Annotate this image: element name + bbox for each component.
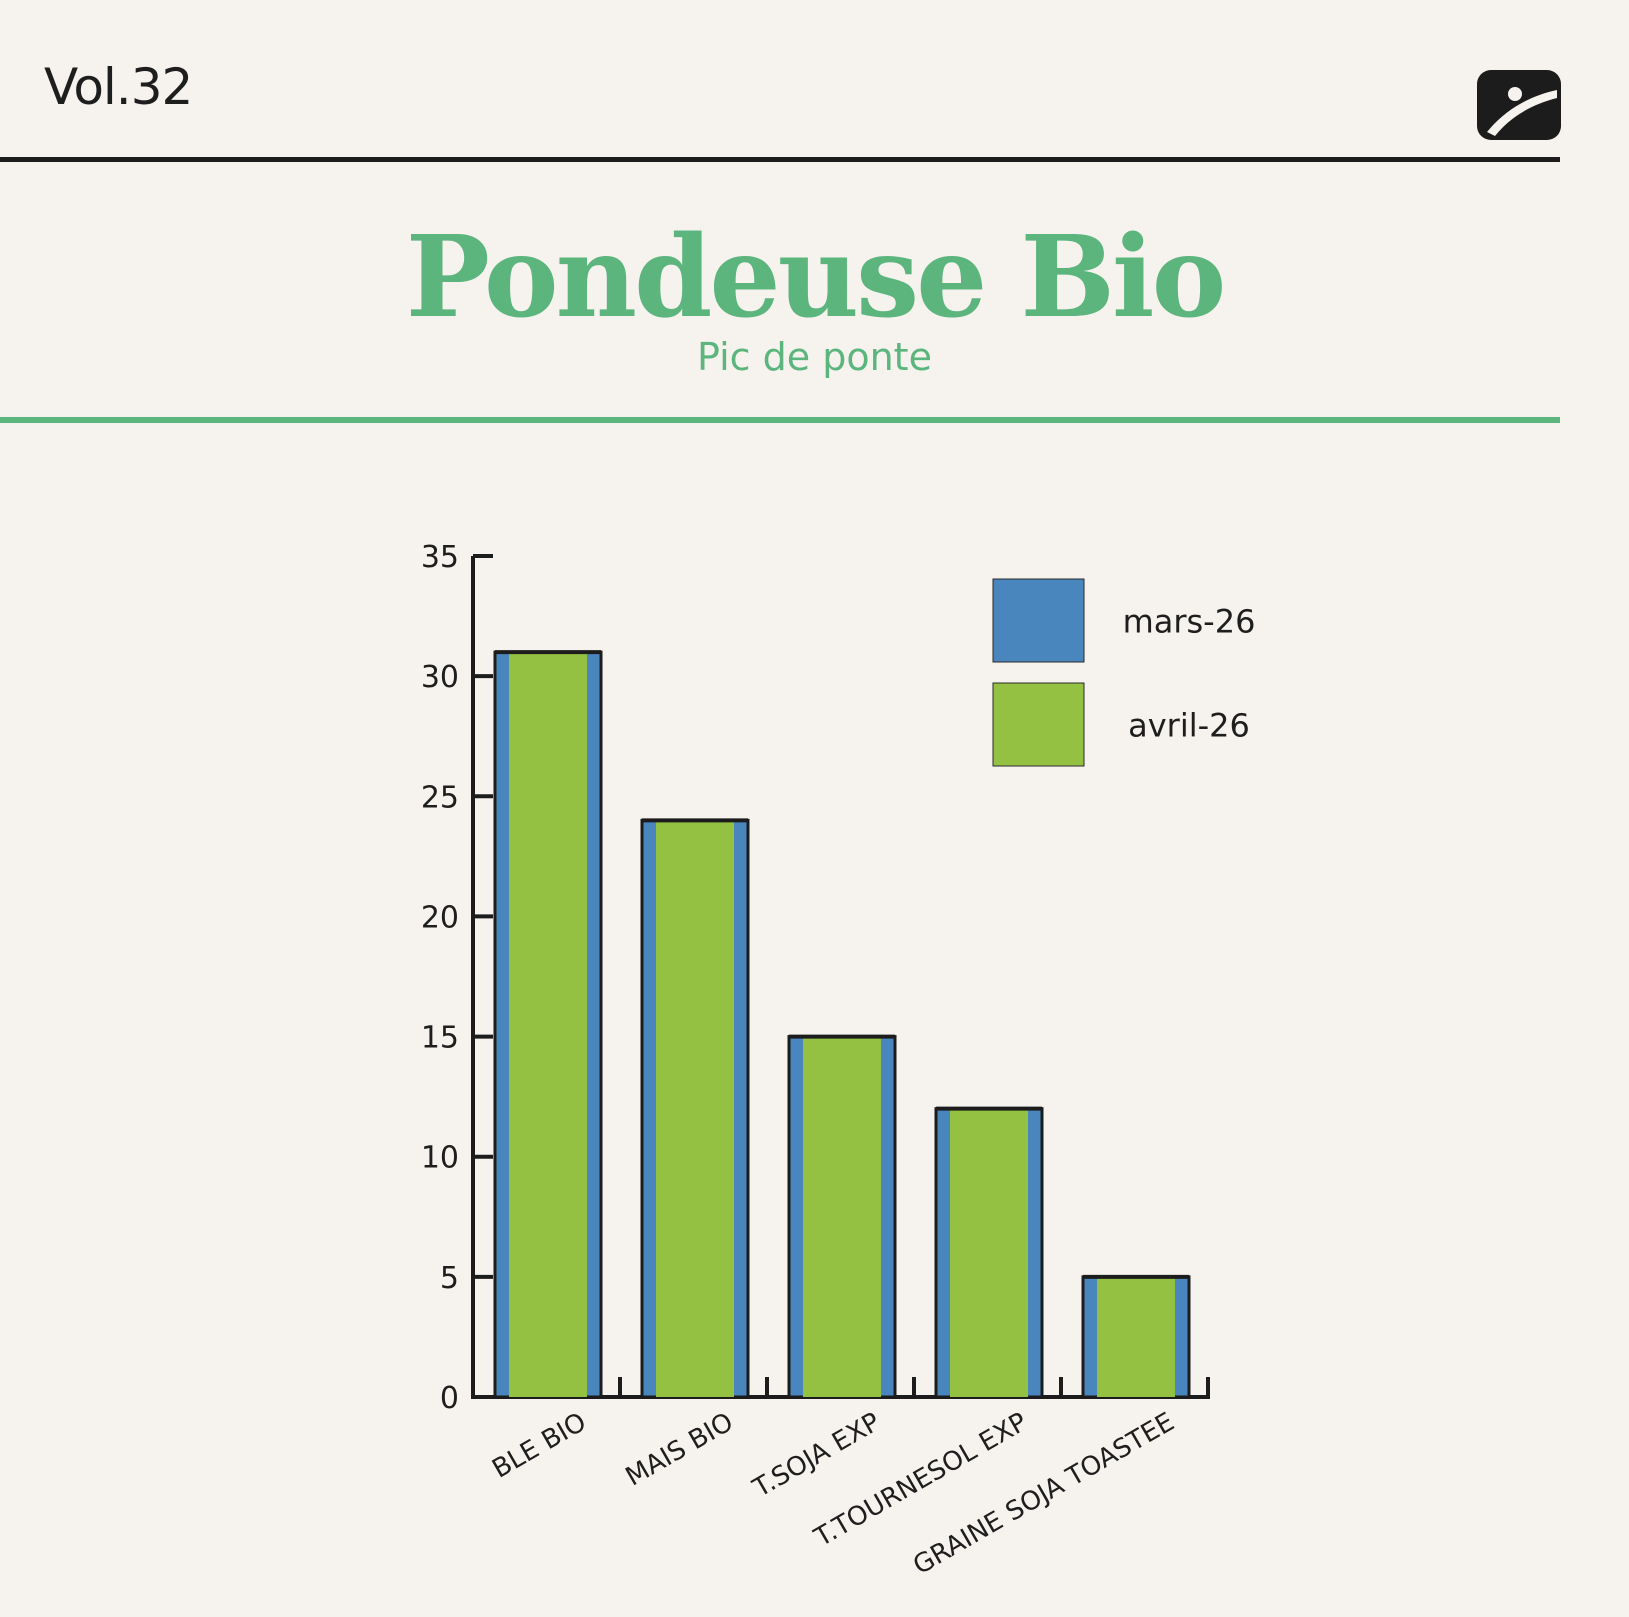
- brand-logo-icon: [1477, 70, 1561, 140]
- x-category-label: GRAINE SOJA TOASTEE: [908, 1407, 1179, 1581]
- x-category-label: BLE BIO: [487, 1407, 591, 1484]
- bar-avril-26: [950, 1110, 1028, 1397]
- legend-label-mars-26: mars-26: [1123, 603, 1256, 641]
- y-tick-label: 30: [421, 660, 459, 695]
- y-tick-label: 10: [421, 1141, 459, 1176]
- y-tick-label: 25: [421, 780, 459, 815]
- page-title: Pondeuse Bio: [405, 212, 1227, 343]
- y-tick-label: 5: [440, 1261, 459, 1296]
- y-tick-label: 20: [421, 900, 459, 935]
- bar-avril-26: [803, 1038, 881, 1397]
- legend-swatch-mars-26: [992, 578, 1085, 663]
- legend-label-avril-26: avril-26: [1128, 707, 1250, 745]
- title-divider: [0, 417, 1560, 423]
- bar-avril-26: [1097, 1278, 1175, 1397]
- y-tick-label: 35: [421, 540, 459, 575]
- header-divider: [0, 157, 1560, 162]
- y-tick-label: 0: [440, 1381, 459, 1416]
- volume-label: Vol.32: [44, 58, 193, 116]
- x-category-label: T.SOJA EXP: [747, 1407, 885, 1504]
- x-category-label: MAIS BIO: [621, 1407, 739, 1492]
- legend-swatch-avril-26: [992, 682, 1085, 767]
- bar-avril-26: [656, 821, 734, 1397]
- page-subtitle: Pic de ponte: [697, 335, 932, 379]
- bar-avril-26: [509, 653, 587, 1397]
- y-tick-label: 15: [421, 1021, 459, 1056]
